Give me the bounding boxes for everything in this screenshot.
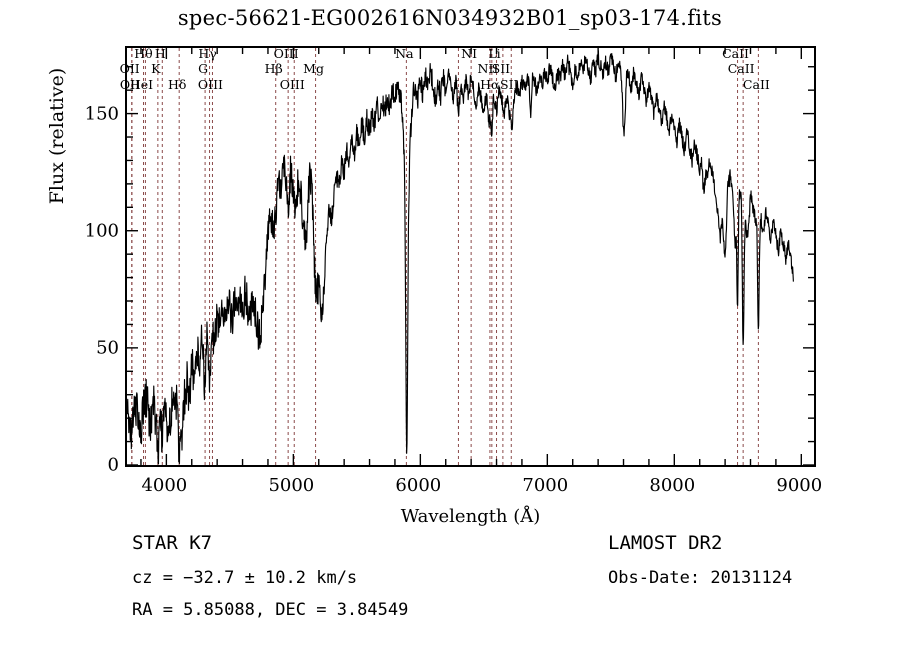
x-axis-label: Wavelength (Å) [400, 506, 541, 527]
x-tick-label: 5000 [268, 475, 315, 496]
y-tick-label: 0 [107, 454, 119, 476]
y-tick-label: 100 [84, 220, 119, 242]
spectrum-canvas [126, 48, 814, 466]
metadata-left-column: STAR K7 cz = −32.7 ± 10.2 km/s RA = 5.85… [132, 532, 408, 632]
redshift-velocity: cz = −32.7 ± 10.2 km/s [132, 568, 358, 588]
coordinates: RA = 5.85088, DEC = 3.84549 [132, 600, 409, 620]
x-tick-label: 6000 [395, 475, 442, 496]
x-axis-ticks: 4000 5000 6000 7000 8000 9000 [125, 475, 822, 499]
x-tick-label: 9000 [776, 475, 823, 496]
object-class: STAR K7 [132, 532, 213, 554]
x-tick-label: 4000 [141, 475, 188, 496]
metadata-right-column: LAMOST DR2 Obs-Date: 20131124 [608, 532, 792, 600]
plot-area [125, 46, 816, 467]
page-title: spec-56621-EG002616N034932B01_sp03-174.f… [177, 6, 723, 30]
observation-date: Obs-Date: 20131124 [608, 568, 793, 588]
y-tick-label: 50 [96, 337, 119, 359]
metadata-footer: STAR K7 cz = −32.7 ± 10.2 km/s RA = 5.85… [0, 532, 900, 642]
survey-name: LAMOST DR2 [608, 532, 723, 554]
y-tick-label: 150 [84, 103, 119, 125]
y-axis-ticks: 0 50 100 150 [63, 46, 119, 475]
x-tick-label: 8000 [649, 475, 696, 496]
x-tick-label: 7000 [522, 475, 569, 496]
